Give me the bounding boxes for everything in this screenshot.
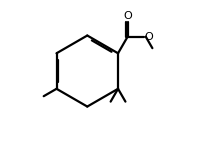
- Text: O: O: [145, 32, 153, 42]
- Text: O: O: [123, 11, 132, 21]
